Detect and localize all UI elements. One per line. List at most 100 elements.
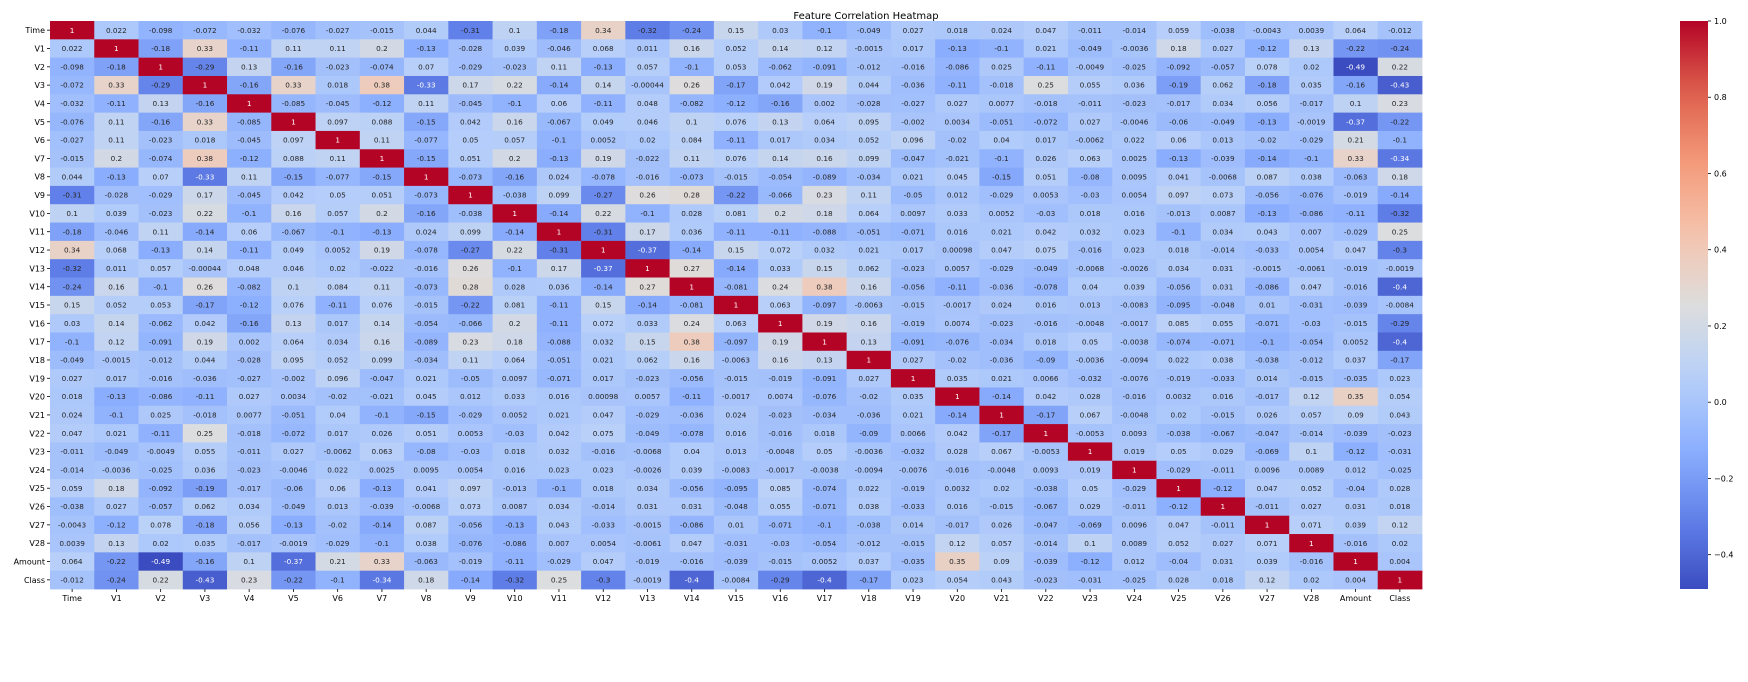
cell-value-label: -0.18 [550, 26, 569, 35]
heatmap-cell [802, 497, 848, 517]
heatmap-cell [94, 21, 139, 40]
heatmap-cell [182, 130, 228, 150]
heatmap-cell [315, 442, 361, 462]
heatmap-cell [758, 295, 803, 315]
cell-value-label: 0.1 [509, 26, 521, 35]
heatmap-cell [536, 332, 582, 352]
heatmap-cell [1244, 515, 1290, 535]
cell-value-label: 0.05 [462, 136, 478, 145]
cell-value-label: -0.078 [680, 429, 704, 438]
cell-value-label: -0.0019 [1386, 264, 1415, 273]
cell-value-label: 0.047 [593, 557, 614, 566]
heatmap-cell [448, 515, 493, 535]
cell-value-label: 0.027 [858, 374, 879, 383]
x-axis-tick-label: V14 [684, 594, 700, 603]
heatmap-cell [94, 295, 139, 315]
heatmap-cell [625, 21, 671, 40]
heatmap-cell [94, 149, 139, 168]
cell-value-label: 0.016 [726, 429, 747, 438]
heatmap-cell [890, 424, 936, 443]
cell-value-label: -0.16 [240, 81, 259, 90]
cell-value-label: 0.056 [1257, 99, 1278, 108]
cell-value-label: -0.038 [1034, 484, 1058, 493]
heatmap-cell [1289, 204, 1334, 223]
y-axis-tick-label: V22 [29, 429, 45, 438]
cell-value-label: -0.17 [992, 429, 1011, 438]
heatmap-cell [94, 552, 139, 572]
cell-value-label: -0.1 [65, 337, 79, 346]
cell-value-label: -0.0048 [766, 447, 795, 456]
heatmap-cell [802, 350, 848, 370]
cell-value-label: 0.0093 [1122, 429, 1148, 438]
heatmap-cell [979, 295, 1025, 315]
heatmap-cell [713, 185, 759, 205]
cell-value-label: 0.05 [1082, 337, 1098, 346]
heatmap-cell [1112, 350, 1157, 370]
heatmap-cell [448, 75, 493, 95]
y-axis-tick-label: V6 [34, 136, 45, 145]
cell-value-label: 0.023 [1389, 374, 1410, 383]
heatmap-cell [669, 130, 715, 150]
heatmap-cell [448, 185, 493, 205]
cell-value-label: -0.014 [1123, 26, 1147, 35]
cell-value-label: 0.055 [1212, 319, 1233, 328]
heatmap-cell [50, 112, 95, 132]
heatmap-cell [669, 185, 715, 205]
cell-value-label: -0.078 [591, 172, 615, 181]
cell-value-label: 0.0074 [945, 319, 971, 328]
cell-value-label: 0.34 [595, 26, 612, 35]
heatmap-cell [802, 94, 848, 114]
heatmap-cell [536, 405, 582, 425]
cell-value-label: -0.015 [1211, 411, 1235, 420]
heatmap-cell [1333, 295, 1379, 315]
heatmap-cell [1333, 222, 1379, 242]
cell-value-label: -0.3 [1393, 246, 1408, 255]
heatmap-cell [846, 515, 892, 535]
cell-value-label: -0.00044 [188, 264, 221, 273]
heatmap-cell [315, 222, 361, 242]
cell-value-label: -0.011 [1211, 466, 1235, 475]
cell-value-label: 0.0054 [1299, 246, 1325, 255]
cell-value-label: 0.034 [549, 502, 570, 511]
x-axis-tick-label: V17 [817, 594, 833, 603]
heatmap-cell [404, 94, 449, 114]
heatmap-cell [1244, 75, 1290, 95]
cell-value-label: -0.0084 [1386, 301, 1415, 310]
heatmap-cell [935, 277, 980, 297]
heatmap-cell [846, 185, 892, 205]
cell-value-label: -0.038 [857, 520, 881, 529]
cell-value-label: 0.0095 [413, 466, 439, 475]
heatmap-cell [536, 222, 582, 242]
y-axis-tick-labels: TimeV1V2V3V4V5V6V7V8V9V10V11V12V13V14V15… [14, 26, 50, 585]
cell-value-label: -0.013 [503, 484, 527, 493]
heatmap-cell [1289, 240, 1334, 260]
heatmap-cell [359, 222, 405, 242]
cell-value-label: 0.02 [1303, 62, 1319, 71]
heatmap-cell [271, 259, 316, 278]
heatmap-cell [935, 21, 980, 40]
heatmap-cell [315, 369, 361, 388]
cell-value-label: -0.17 [1036, 411, 1055, 420]
heatmap-cell [182, 185, 228, 205]
cell-value-label: 0.054 [947, 575, 968, 584]
cell-value-label: -0.0015 [102, 356, 130, 365]
heatmap-cell [1244, 222, 1290, 242]
cell-value-label: 0.13 [1303, 44, 1320, 53]
heatmap-cell [50, 240, 95, 260]
heatmap-cell [625, 479, 671, 498]
heatmap-cell [536, 570, 582, 590]
heatmap-cell [802, 424, 848, 443]
heatmap-cell [1333, 259, 1379, 278]
heatmap-cell [182, 112, 228, 132]
heatmap-cell [935, 204, 980, 223]
heatmap-cell [1200, 534, 1246, 553]
cell-value-label: -0.072 [282, 429, 306, 438]
cell-value-label: -0.025 [149, 466, 173, 475]
heatmap-cell [94, 204, 139, 223]
heatmap-cell [979, 515, 1025, 535]
heatmap-cell [1333, 167, 1379, 187]
cell-value-label: 0.16 [861, 319, 878, 328]
heatmap-cell [492, 149, 538, 168]
heatmap-cell [315, 277, 361, 297]
cell-value-label: 0.13 [816, 356, 833, 365]
